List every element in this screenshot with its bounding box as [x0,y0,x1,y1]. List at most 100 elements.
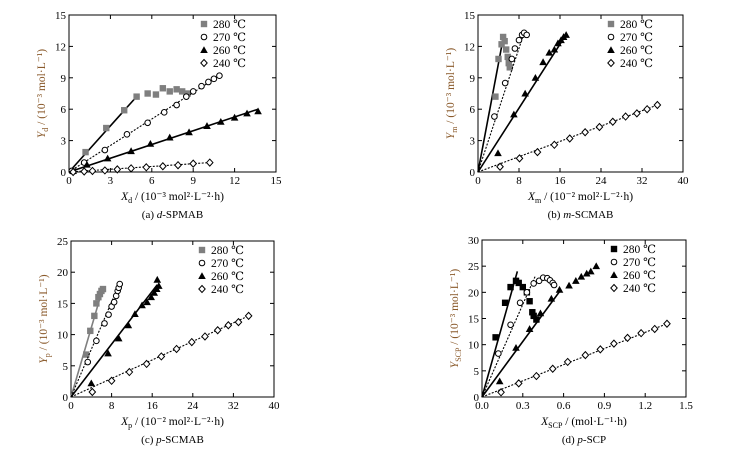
y-tick-label: 15 [464,10,476,22]
data-point [550,140,559,150]
data-point [101,166,109,175]
data-point [131,310,139,318]
legend-label: 280 ℃ [213,19,246,31]
legend-marker [198,259,206,267]
series-260 [68,107,262,174]
data-point [565,281,573,289]
y-label-unit: / (10⁻³ mol·L⁻¹) [445,48,457,127]
data-point [121,107,128,114]
data-point [495,55,502,63]
series-270 [68,72,223,175]
data-point [83,160,91,168]
data-point [562,31,570,38]
y-tick-label: 3 [470,136,476,148]
data-point [146,139,155,147]
y-tick-label: 5 [474,366,480,378]
x-tick-label: 32 [228,400,239,412]
caption-italic: p [576,434,583,446]
data-point [154,282,163,289]
data-point [127,147,135,155]
data-point [495,377,504,385]
data-point [84,358,92,366]
data-point [144,90,151,97]
data-point [88,387,97,397]
data-point [114,334,123,342]
data-point [555,285,564,293]
plot-frame [68,14,277,173]
series-270 [481,274,558,398]
legend-label: 270 ℃ [213,32,246,44]
y-tick-label: 25 [57,236,69,248]
data-point [501,299,509,306]
y-tick-label: 30 [468,235,480,247]
x-label-subscript: m [535,196,542,205]
data-point [663,319,671,328]
data-point [492,93,499,100]
data-point [103,154,112,162]
data-point [87,379,96,387]
caption-rest: -SCMAB [571,209,613,221]
caption-rest: -SCP [583,434,606,446]
series-270 [70,280,124,398]
legend-label: 280 ℃ [211,245,244,257]
y-tick-label: 15 [57,298,69,310]
data-point [506,64,513,71]
x-label-symbol: X [540,416,549,428]
data-point [91,312,98,320]
panel-caption: (b) m-SCMAB [548,209,614,221]
data-point [113,165,122,174]
data-point [550,45,559,53]
caption-prefix: (c) [141,434,156,446]
x-axis-label: Xp / (10⁻² mol²·L⁻²·h) [120,416,224,430]
data-point [160,109,168,116]
fit-line [481,271,519,398]
data-point [159,85,167,92]
data-point [142,163,151,172]
y-tick-label: 25 [468,261,480,273]
data-point [80,167,89,176]
legend-marker [198,246,206,254]
data-point [539,58,547,66]
y-tick-label: 6 [61,104,67,116]
x-label-unit: / (mol·L⁻¹·h) [562,416,627,428]
data-point [623,333,632,343]
y-label-subscript: p [43,353,52,357]
y-axis-label: Ym / (10⁻³ mol·L⁻¹) [445,48,459,140]
chart-panel-b: 0 8 16 24 32 40 0 3 6 9 12 15 Xm / (10⁻² mol²·L⁻²·h)… [445,10,689,221]
data-point [536,309,545,317]
legend-marker [198,272,206,279]
fit-line [481,289,562,398]
caption-italic: m [563,209,571,221]
data-point [577,272,586,280]
data-point [69,167,78,177]
data-point [174,160,182,170]
data-point [124,321,133,329]
data-point [244,311,253,321]
data-point [87,327,94,335]
data-point [101,146,109,154]
data-point [525,325,534,332]
data-point [184,90,191,97]
x-tick-label: 24 [596,175,608,187]
y-tick-label: 12 [55,41,66,53]
legend-marker [200,33,208,41]
data-point [205,158,214,167]
data-point [592,262,601,270]
chart-panel-a: 0 3 6 9 12 15 0 3 6 9 12 15 Xd / (10⁻³ mol²·L⁻²·h) Yd… [36,10,282,221]
legend-marker [198,284,206,294]
x-label-symbol: X [527,191,536,203]
y-label-symbol: Y [445,131,457,139]
data-point [183,93,190,100]
data-point [234,317,243,327]
data-point [110,298,118,306]
data-point [138,301,146,309]
data-point [516,299,524,307]
legend-label: 240 ℃ [620,58,653,70]
fit-line [481,276,536,398]
data-point [501,79,509,87]
data-point [216,72,223,80]
y-label-symbol: Y [38,356,50,364]
data-point [499,33,507,41]
data-point [621,112,630,121]
data-point [563,357,572,367]
